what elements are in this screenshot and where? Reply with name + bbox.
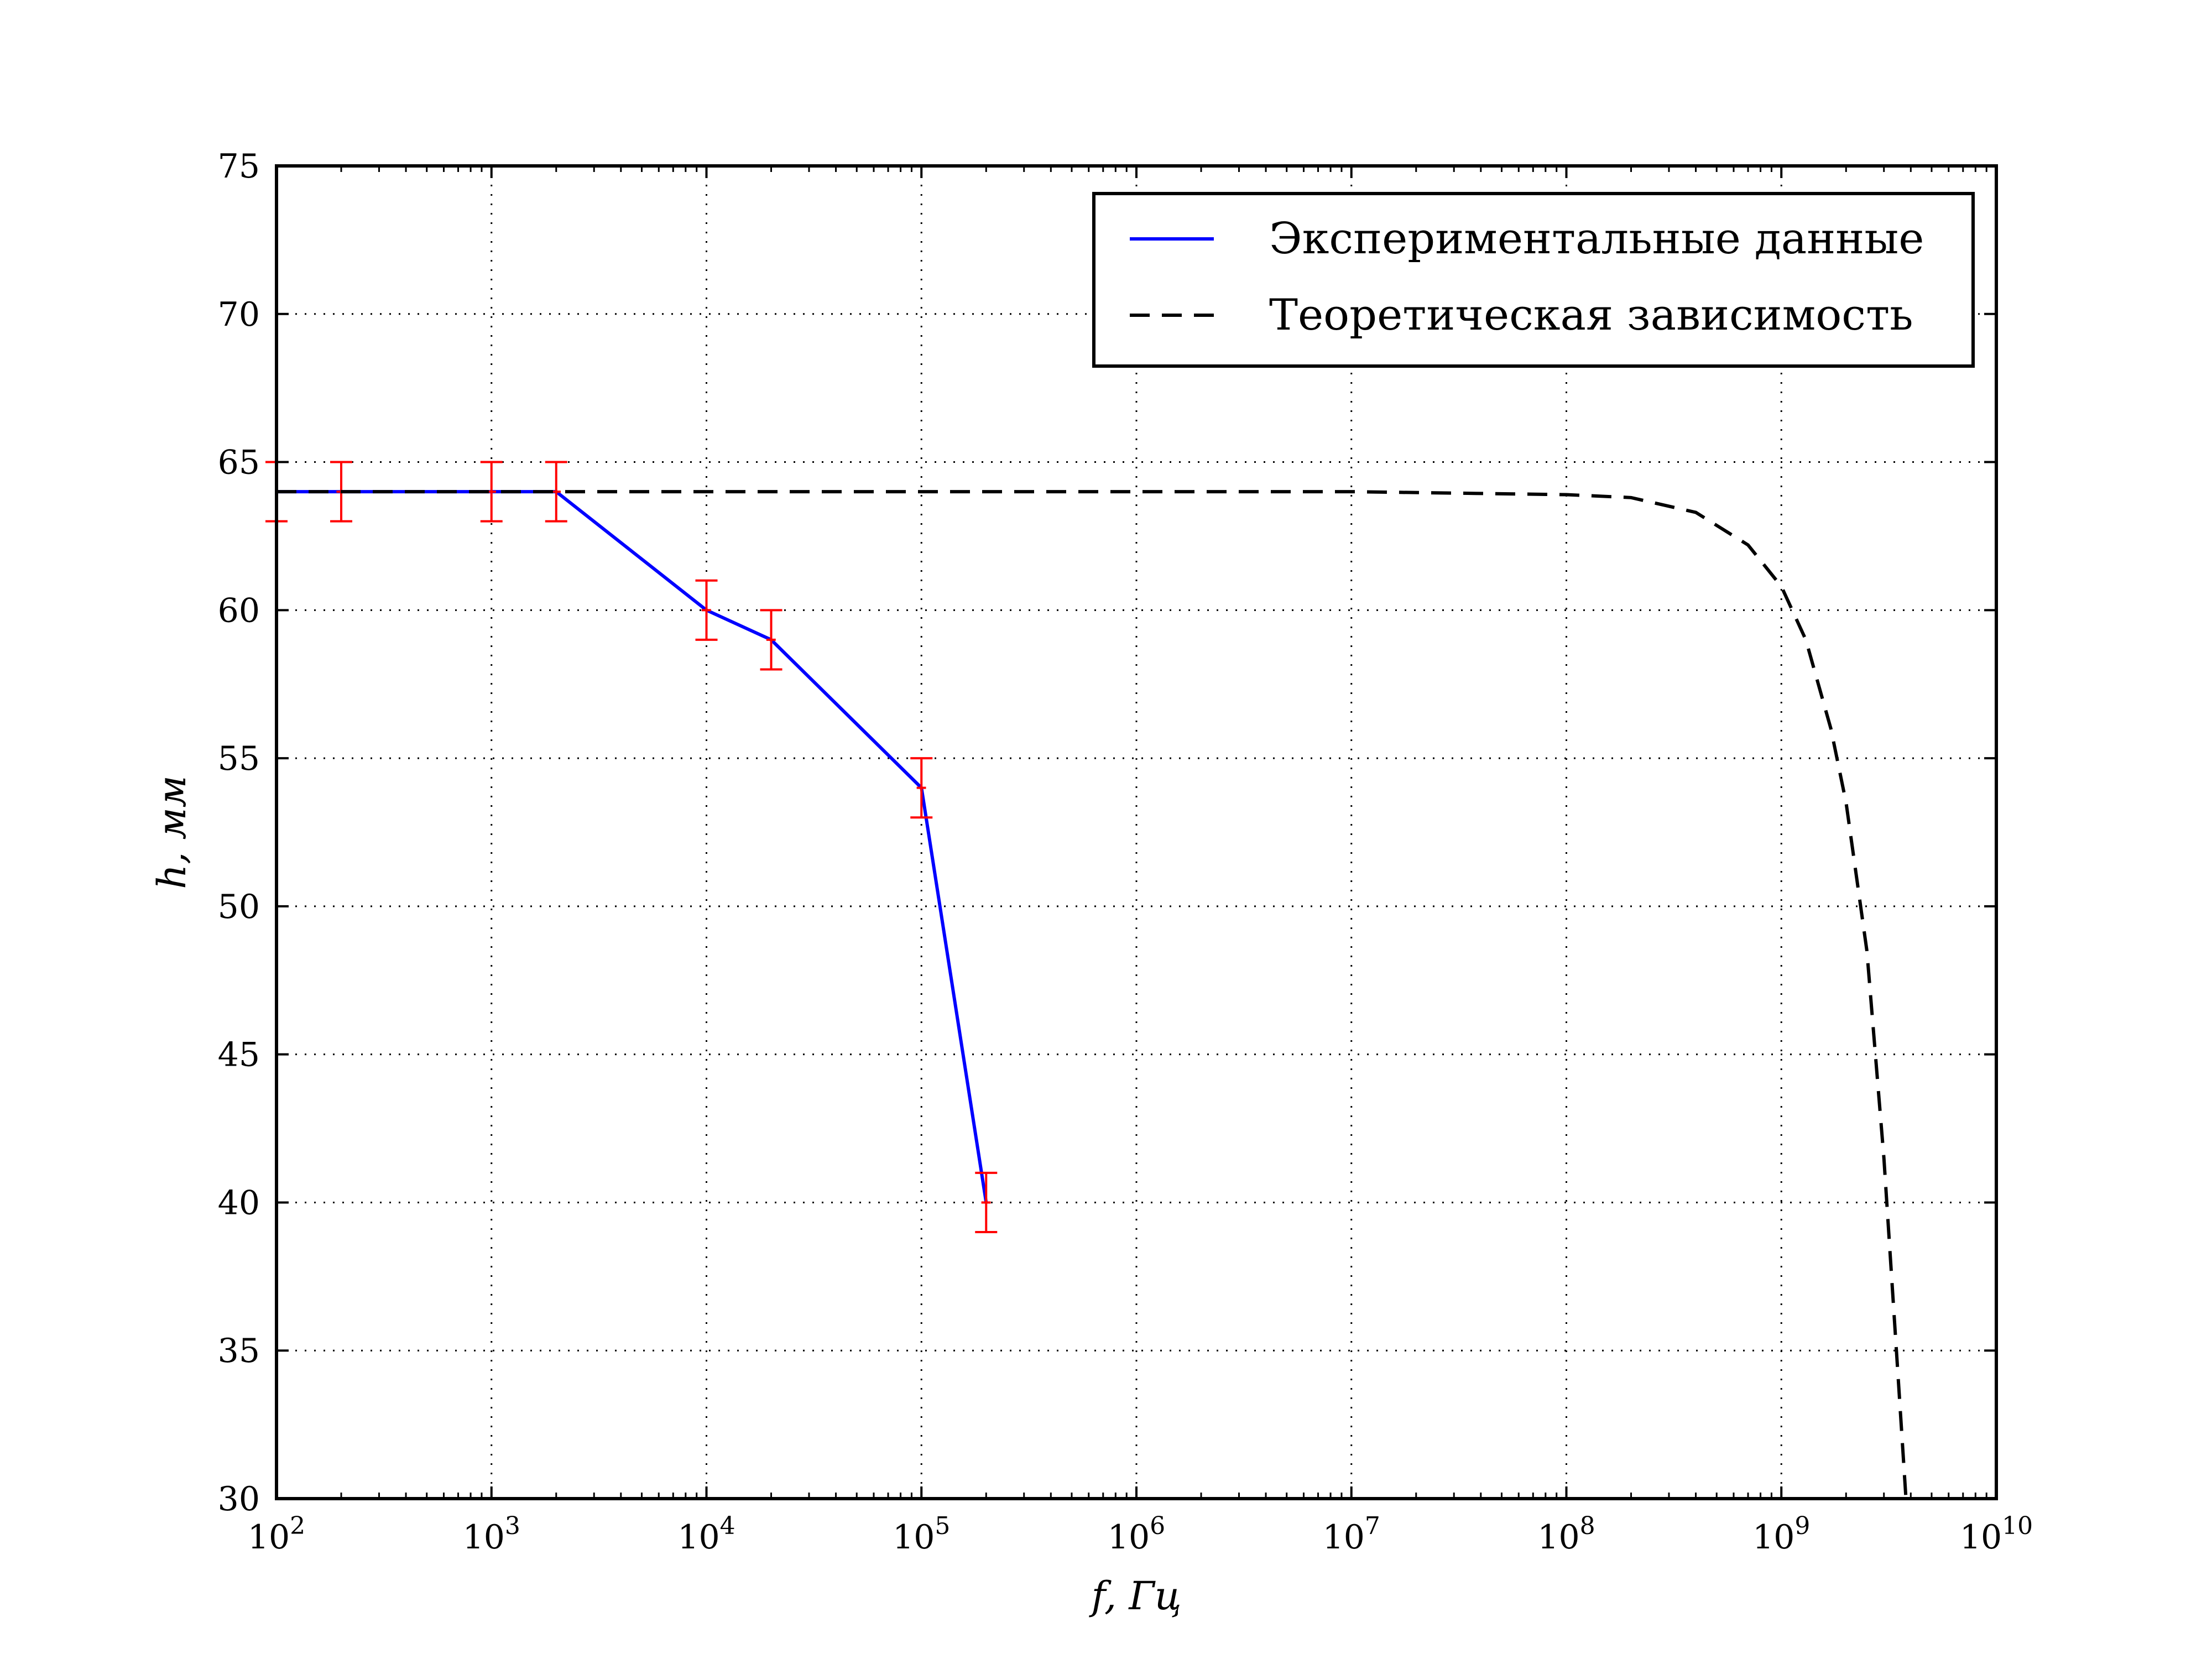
x-tick-label: 103: [463, 1512, 520, 1557]
x-tick-label: 109: [1752, 1512, 1810, 1557]
y-tick-label: 75: [218, 147, 260, 186]
legend: Экспериментальные данные Теоретическая з…: [1092, 192, 1975, 368]
y-tick-label: 50: [218, 888, 260, 926]
x-tick-label: 107: [1323, 1512, 1380, 1557]
y-tick-label: 55: [218, 739, 260, 778]
x-tick-label: 108: [1537, 1512, 1595, 1557]
legend-label-theoretical: Теоретическая зависимость: [1269, 290, 1913, 340]
y-tick-label: 35: [218, 1332, 260, 1370]
x-tick-label: 104: [677, 1512, 735, 1557]
x-tick-label: 105: [893, 1512, 950, 1557]
legend-label-experimental: Экспериментальные данные: [1269, 214, 1924, 264]
y-tick-label: 60: [218, 591, 260, 630]
y-tick-label: 45: [218, 1036, 260, 1074]
x-axis-label: f, Гц: [1088, 1573, 1181, 1619]
grid-layer: [276, 166, 1996, 1499]
series-line-0: [276, 490, 988, 1203]
series-line-1: [276, 490, 1908, 1499]
series-layer: [265, 461, 1908, 1499]
x-tick-label: 102: [248, 1512, 305, 1557]
ticks-layer: 102 103 104 105 106 107 108 109 1010 30 35 40 45 50 55…: [218, 147, 2033, 1557]
x-tick-label: 1010: [1960, 1512, 2033, 1557]
legend-box: [1092, 192, 1975, 368]
y-tick-label: 70: [218, 295, 260, 334]
y-tick-label: 30: [218, 1480, 260, 1519]
x-tick-label: 106: [1108, 1512, 1165, 1557]
y-tick-label: 40: [218, 1183, 260, 1222]
y-axis-label: h, мм: [149, 775, 195, 889]
y-tick-label: 65: [218, 444, 260, 482]
